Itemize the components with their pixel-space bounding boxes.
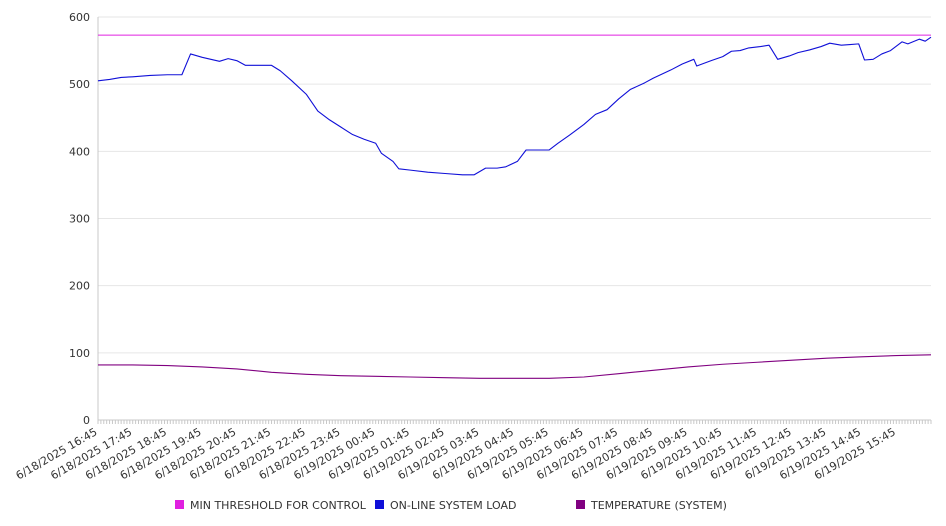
y-axis-ticks: 0 100 200 300 400 500 600	[69, 11, 90, 427]
legend-label-1: ON-LINE SYSTEM LOAD	[390, 499, 516, 512]
series-line-2	[98, 354, 932, 379]
y-tick-label-600: 600	[69, 11, 90, 24]
y-tick-label-200: 200	[69, 280, 90, 293]
y-tick-label-400: 400	[69, 145, 90, 158]
series-lines	[97, 34, 932, 379]
y-tick-label-100: 100	[69, 347, 90, 360]
legend-label-2: TEMPERATURE (SYSTEM)	[590, 499, 727, 512]
y-tick-label-500: 500	[69, 78, 90, 91]
legend-swatch-1	[375, 500, 384, 509]
axes	[97, 17, 932, 424]
series-line-1	[97, 36, 932, 176]
y-tick-label-0: 0	[83, 414, 90, 427]
legend-swatch-2	[576, 500, 585, 509]
grid-lines	[98, 16, 931, 354]
legend-label-0: MIN THRESHOLD FOR CONTROL	[190, 499, 367, 512]
legend-swatch-0	[175, 500, 184, 509]
legend: MIN THRESHOLD FOR CONTROL ON-LINE SYSTEM …	[175, 499, 727, 512]
x-axis-ticks: 6/18/2025 16:456/18/2025 17:456/18/2025 …	[14, 425, 898, 482]
y-tick-label-300: 300	[69, 213, 90, 226]
